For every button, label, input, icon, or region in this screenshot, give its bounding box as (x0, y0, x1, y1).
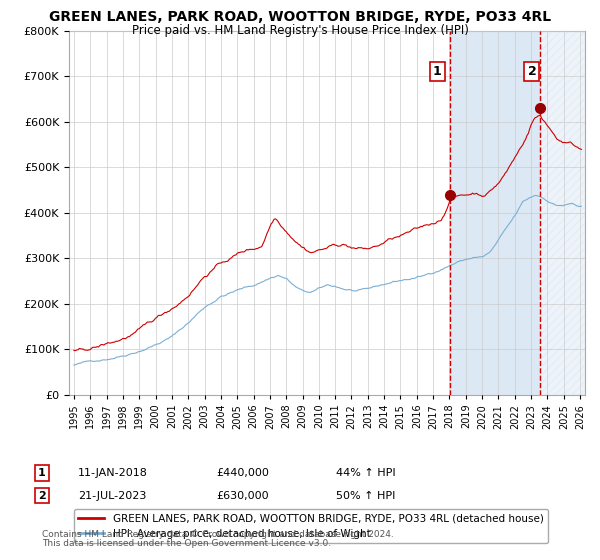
Text: This data is licensed under the Open Government Licence v3.0.: This data is licensed under the Open Gov… (42, 539, 331, 548)
Text: 44% ↑ HPI: 44% ↑ HPI (336, 468, 395, 478)
Text: GREEN LANES, PARK ROAD, WOOTTON BRIDGE, RYDE, PO33 4RL: GREEN LANES, PARK ROAD, WOOTTON BRIDGE, … (49, 10, 551, 24)
Text: £630,000: £630,000 (216, 491, 269, 501)
Text: 1: 1 (38, 468, 46, 478)
Text: 2: 2 (38, 491, 46, 501)
Bar (450, 31, 540, 395)
Text: 21-JUL-2023: 21-JUL-2023 (78, 491, 146, 501)
Legend: GREEN LANES, PARK ROAD, WOOTTON BRIDGE, RYDE, PO33 4RL (detached house), HPI: Av: GREEN LANES, PARK ROAD, WOOTTON BRIDGE, … (74, 509, 548, 543)
Text: 50% ↑ HPI: 50% ↑ HPI (336, 491, 395, 501)
Bar (540, 31, 588, 395)
Text: 2: 2 (527, 66, 536, 78)
Text: Contains HM Land Registry data © Crown copyright and database right 2024.: Contains HM Land Registry data © Crown c… (42, 530, 394, 539)
Text: £440,000: £440,000 (216, 468, 269, 478)
Text: 11-JAN-2018: 11-JAN-2018 (78, 468, 148, 478)
Text: 1: 1 (433, 66, 442, 78)
Text: Price paid vs. HM Land Registry's House Price Index (HPI): Price paid vs. HM Land Registry's House … (131, 24, 469, 36)
